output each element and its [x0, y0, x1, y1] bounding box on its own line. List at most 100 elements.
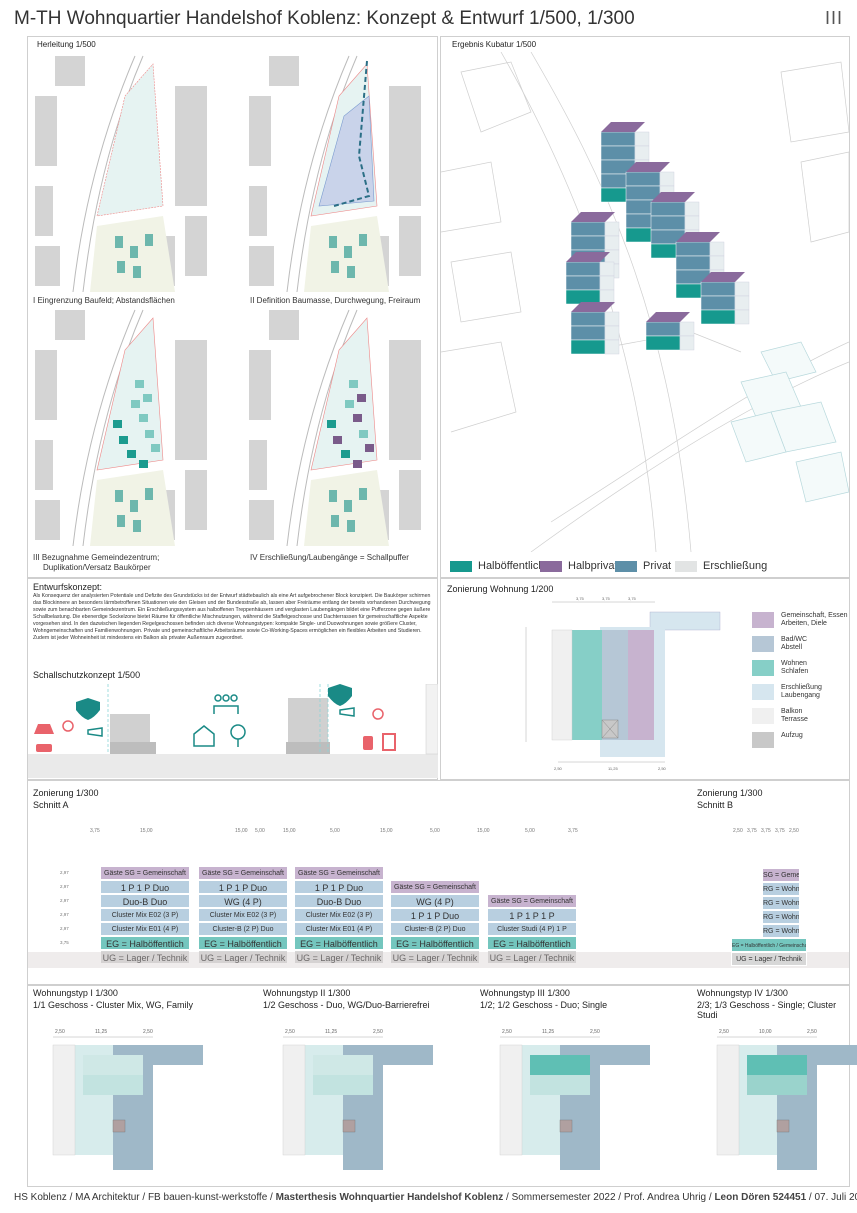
dim-top-1: 3,75	[576, 596, 585, 601]
schnitt-a-building-3-floor-4: Cluster Mix E02 (3 P)	[294, 908, 384, 922]
page-title: M-TH Wohnquartier Handelshof Koblenz: Ko…	[14, 8, 635, 29]
footer: HS Koblenz / MA Architektur / FB bauen-k…	[14, 1192, 857, 1203]
footer-left: HS Koblenz / MA Architektur / FB bauen-k…	[14, 1192, 276, 1203]
schallschutz-diagram	[28, 684, 438, 778]
footer-date: / 07. Juli 2022	[808, 1192, 857, 1203]
legend-swatch-halboeffentlich	[450, 560, 472, 572]
wohnungstyp-2-title: Wohnungstyp II 1/300	[263, 988, 351, 998]
zonierung-legend-label-6: Aufzug	[781, 732, 803, 739]
schnitt-a-building-1-floor-2: 1 P 1 P Duo	[100, 880, 190, 894]
legend-swatch-privat	[615, 560, 637, 572]
schnitt-b-subtitle: Schnitt B	[697, 800, 734, 810]
zonierung-legend-swatch-5	[752, 708, 774, 724]
schnitt-a-building-4-floor-2: WG (4 P)	[390, 894, 480, 908]
schnitt-dim-8: 15,00	[380, 828, 393, 834]
schnitt-a-subtitle: Schnitt A	[33, 800, 69, 810]
schnitt-dim-2: 15,00	[140, 828, 153, 834]
zonierung-legend-swatch-3	[752, 660, 774, 676]
schnitt-dim-11: 3,75	[568, 828, 578, 834]
footer-middle: / Sommersemester 2022 / Prof. Andrea Uhr…	[503, 1192, 715, 1203]
herleitung-maps	[35, 55, 421, 547]
legend-swatch-erschliessung	[675, 560, 697, 572]
schnitt-b-floor-5: RG = Wohnen	[762, 924, 800, 938]
schnitt-a-building-3-floor-6: EG = Halböffentlich	[294, 936, 384, 950]
map-tile-2	[249, 55, 421, 293]
schnitt-height-5: 2,97	[60, 926, 69, 931]
wohnungstypen-panel	[27, 985, 850, 1187]
kubatur-axonometry	[441, 52, 849, 552]
schnitt-b-dim-1: 2,50	[733, 828, 743, 834]
schnitt-a-building-3-floor-5: Cluster Mix E01 (4 P)	[294, 922, 384, 936]
schnitt-a-building-2-floor-7: UG = Lager / Technik	[198, 950, 288, 964]
schnitt-a-building-1-floor-3: Duo-B Duo	[100, 894, 190, 908]
schnitt-a-building-2-floor-6: EG = Halböffentlich	[198, 936, 288, 950]
wohnungstyp-4-title: Wohnungstyp IV 1/300	[697, 988, 788, 998]
wohnungstyp-4-subtitle: 2/3; 1/3 Geschoss - Single; Cluster Stud…	[697, 1000, 837, 1020]
schnitt-a-building-3-floor-1: Gäste SG = Gemeinschaft	[294, 866, 384, 880]
step-3-label: III Bezugnahme Gemeindezentrum;	[33, 553, 160, 562]
kubatur-panel	[440, 36, 850, 578]
zonierung-legend-label-1: Gemeinschaft, Essen Arbeiten, Diele	[781, 612, 848, 627]
schnitt-a-building-3-floor-7: UG = Lager / Technik	[294, 950, 384, 964]
footer-thesis: Masterthesis Wohnquartier Handelshof Kob…	[275, 1192, 504, 1203]
schallschutz-title: Schallschutzkonzept 1/500	[33, 670, 141, 680]
legend-halboeffentlich: Halböffentlich	[450, 560, 544, 572]
building-volume-5	[700, 272, 750, 325]
schnitt-a-building-2-floor-3: WG (4 P)	[198, 894, 288, 908]
footer-author: Leon Dören 524451	[714, 1192, 807, 1203]
zonierung-legend-label-3: Wohnen Schlafen	[781, 660, 809, 675]
legend-halbprivat: Halbprivat	[540, 560, 618, 572]
wohnungstyp-2-subtitle: 1/2 Geschoss - Duo, WG/Duo-Barrierefrei	[263, 1000, 430, 1010]
legend-erschliessung: Erschließung	[675, 560, 767, 572]
schnitt-a-building-3-floor-3: Duo-B Duo	[294, 894, 384, 908]
schnitt-height-3: 2,97	[60, 898, 69, 903]
svg-text:2,50: 2,50	[502, 1029, 512, 1035]
legend-swatch-halbprivat	[540, 560, 562, 572]
legend-label-halbprivat: Halbprivat	[568, 560, 618, 572]
zonierung-legend-swatch-1	[752, 612, 774, 628]
herleitung-title: Herleitung 1/500	[37, 40, 96, 49]
schnitt-b-floor-7: UG = Lager / Technik	[731, 952, 807, 966]
building-volume-3	[650, 192, 700, 259]
zonierung-legend-label-5: Balkon Terrasse	[781, 708, 808, 723]
schnitt-dim-5: 5,00	[330, 828, 340, 834]
schnitt-b-dim-2: 3,75	[747, 828, 757, 834]
schnitt-b-dim-4: 3,75	[775, 828, 785, 834]
dim-top-3: 3,75	[628, 596, 637, 601]
svg-text:2,50: 2,50	[143, 1029, 153, 1035]
sheet-number: III	[824, 8, 843, 28]
schnitt-height-6: 3,75	[60, 940, 69, 945]
schnitt-b-title: Zonierung 1/300	[697, 788, 763, 798]
zonierung-wohnung-panel	[440, 578, 850, 780]
schnitt-b-floor-2: RG = Wohnen	[762, 882, 800, 896]
zonierung-legend-label-4: Erschließung Laubengang	[781, 684, 822, 699]
legend-privat: Privat	[615, 560, 671, 572]
zonierung-wohnung-plan: 3,75 3,75 3,75 2,50 11,25 2,50	[525, 596, 721, 771]
building-volume-7	[565, 252, 615, 305]
wohnungstyp-1-title: Wohnungstyp I 1/300	[33, 988, 118, 998]
schnitt-height-2: 2,97	[60, 884, 69, 889]
svg-text:2,50: 2,50	[719, 1029, 729, 1035]
dim-top-2: 3,75	[602, 596, 611, 601]
svg-text:2,50: 2,50	[373, 1029, 383, 1035]
schnitt-dim-9: 5,00	[525, 828, 535, 834]
schnitt-a-building-2-floor-1: Gäste SG = Gemeinschaft	[198, 866, 288, 880]
step-1-label: I Eingrenzung Baufeld; Abstandsflächen	[33, 296, 175, 305]
schnitt-b-floor-1: SG = Gemeinschaft	[762, 868, 800, 882]
schnitt-a-building-3-floor-2: 1 P 1 P Duo	[294, 880, 384, 894]
svg-text:2,50: 2,50	[55, 1029, 65, 1035]
schnitt-dim-6: 15,00	[283, 828, 296, 834]
schnitt-dim-10: 15,00	[477, 828, 490, 834]
schnitt-a-building-2-floor-5: Cluster-B (2 P) Duo	[198, 922, 288, 936]
legend-label-privat: Privat	[643, 560, 672, 572]
map-tile-3	[35, 309, 207, 547]
schnitt-a-building-5-floor-5: UG = Lager / Technik	[487, 950, 577, 964]
svg-text:10,00: 10,00	[759, 1029, 772, 1035]
step-2-label: II Definition Baumasse, Durchwegung, Fre…	[250, 296, 421, 305]
kubatur-title: Ergebnis Kubatur 1/500	[452, 40, 537, 49]
wohnungstyp-3-subtitle: 1/2; 1/2 Geschoss - Duo; Single	[480, 1000, 608, 1010]
schnitt-height-1: 2,97	[60, 870, 69, 875]
schnitt-a-building-5-floor-2: 1 P 1 P 1 P	[487, 908, 577, 922]
schnitt-b-floor-3: RG = Wohnen	[762, 896, 800, 910]
building-volume-8	[570, 302, 620, 355]
